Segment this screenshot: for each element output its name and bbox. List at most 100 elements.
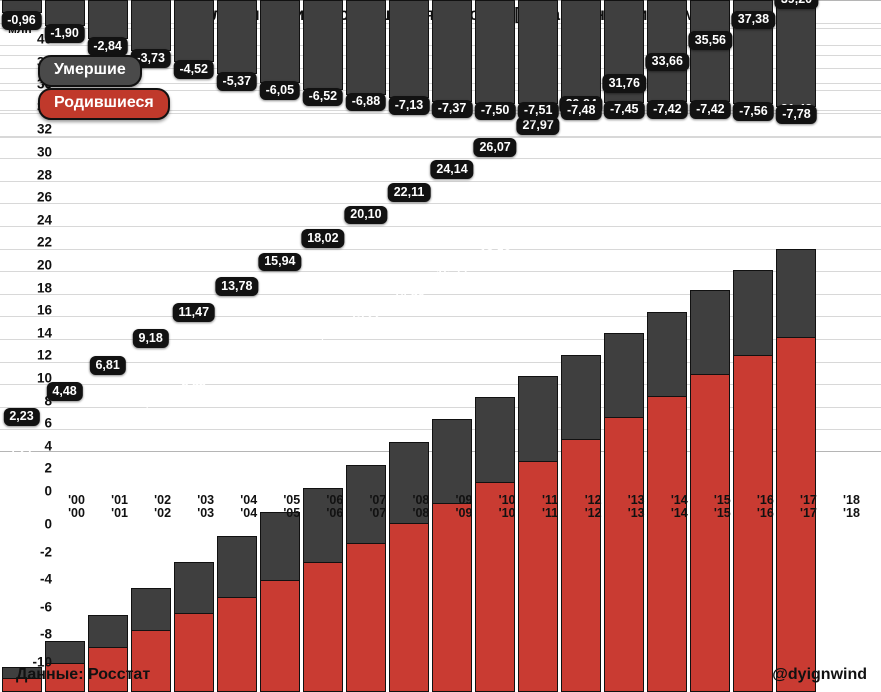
bar-group-decline[interactable]	[518, 0, 559, 692]
bar-natural-decline[interactable]	[259, 0, 300, 84]
bar-value-label-deaths: 39,20	[774, 0, 819, 9]
bar-group[interactable]	[561, 0, 602, 692]
bar-natural-decline[interactable]	[388, 0, 430, 99]
bar-group[interactable]	[776, 0, 817, 692]
bar-value-label-deaths: 20,10	[344, 205, 388, 225]
bar-group[interactable]	[690, 0, 731, 692]
plot-area-natural-decline: -0,96 -1,90 -2,84 -3,73 -4,52 -5,37 -6,05 -6,52…	[0, 0, 881, 590]
bar-group-decline[interactable]	[561, 0, 602, 692]
bar-natural-decline[interactable]	[776, 0, 817, 108]
bar-group[interactable]	[604, 0, 645, 692]
bar-group[interactable]	[302, 0, 343, 692]
bar-value-label-births: 13,22	[350, 307, 382, 322]
bar-value-label-decline: -7,56	[733, 102, 774, 121]
gridline	[0, 226, 881, 227]
bar-natural-decline[interactable]	[345, 0, 386, 95]
bar-group[interactable]	[259, 0, 300, 692]
bar-natural-decline[interactable]	[432, 0, 473, 102]
bar-natural-decline[interactable]	[647, 0, 688, 103]
bar-births[interactable]	[561, 439, 602, 692]
bar-births[interactable]	[87, 647, 128, 692]
x-axis-tick-label: '08	[412, 493, 430, 507]
bar-value-label-births: 28,13	[694, 139, 726, 154]
bar-group[interactable]	[44, 0, 85, 692]
bar-births[interactable]	[604, 417, 645, 692]
gridline	[0, 158, 881, 160]
bar-value-label-deaths: 26,07	[473, 138, 517, 157]
bar-group-decline[interactable]	[1, 0, 42, 692]
bar-group[interactable]	[1, 0, 42, 692]
bar-births[interactable]	[776, 336, 817, 692]
bar-natural-decline[interactable]	[87, 0, 128, 40]
bar-births[interactable]	[690, 374, 731, 692]
bar-value-label-births: 8,41	[224, 361, 249, 376]
bar-group[interactable]	[216, 0, 257, 692]
bar-group-decline[interactable]	[345, 0, 386, 692]
x-axis-tick-label: '14	[670, 493, 688, 507]
bar-natural-decline[interactable]	[173, 0, 214, 63]
bar-natural-decline[interactable]	[130, 0, 171, 52]
bar-group-decline[interactable]	[647, 0, 688, 692]
bar-births[interactable]	[388, 522, 430, 692]
bar-births[interactable]	[130, 630, 171, 692]
bar-births[interactable]	[259, 580, 300, 692]
bar-births[interactable]	[302, 562, 343, 692]
footer: Данные: Росстат @dyignwind	[0, 664, 881, 692]
bar-group[interactable]	[475, 0, 516, 692]
gridline	[0, 361, 881, 363]
bar-group[interactable]	[388, 0, 430, 692]
bar-value-label-decline: -6,88	[345, 92, 387, 112]
bar-natural-decline[interactable]	[302, 0, 343, 90]
y-axis-tick-label: 32	[36, 121, 52, 137]
bar-group-decline[interactable]	[475, 0, 516, 692]
bar-natural-decline[interactable]	[561, 0, 602, 104]
bar-births[interactable]	[733, 355, 774, 692]
y-axis-tick-label: 18	[36, 280, 52, 296]
y-axis-tick-label: 4	[44, 438, 52, 454]
bar-births[interactable]	[216, 596, 257, 692]
bar-group-decline[interactable]	[44, 0, 85, 692]
bar-group-decline[interactable]	[130, 0, 171, 692]
y-axis-tick-label: 28	[36, 167, 52, 183]
bar-group[interactable]	[647, 0, 688, 692]
bar-natural-decline[interactable]	[518, 0, 559, 104]
x-axis-tick-label: '15	[713, 493, 731, 507]
bar-births[interactable]	[1, 677, 42, 692]
bar-births[interactable]	[647, 395, 688, 692]
gridline	[0, 248, 881, 250]
bar-group-decline[interactable]	[432, 0, 473, 692]
bar-group-decline[interactable]	[173, 0, 214, 692]
bar-natural-decline[interactable]	[475, 0, 516, 104]
bar-births[interactable]	[345, 542, 386, 692]
x-axis-tick-label: '12	[584, 493, 602, 507]
bar-group-decline[interactable]	[259, 0, 300, 692]
bar-value-label-deaths: 35,56	[688, 31, 732, 50]
bar-value-label-births: 6,96	[181, 378, 206, 393]
bar-group[interactable]	[87, 0, 128, 692]
x-axis-tick-label: '00	[68, 493, 85, 507]
y-axis-tick-label: 16	[36, 302, 52, 318]
gridline	[0, 203, 881, 205]
bar-births[interactable]	[518, 460, 559, 692]
y-axis-tick-label: 10	[36, 370, 52, 386]
bar-group-decline[interactable]	[388, 0, 430, 692]
bar-group-decline[interactable]	[776, 0, 817, 692]
bar-natural-decline[interactable]	[44, 0, 85, 27]
bar-group[interactable]	[130, 0, 171, 692]
y-axis-tick-label: 0	[44, 483, 52, 499]
bar-natural-decline[interactable]	[216, 0, 257, 75]
x-axis-tick-label: '04	[240, 493, 258, 507]
bar-births[interactable]	[173, 613, 214, 692]
bar-group[interactable]	[518, 0, 559, 692]
bar-natural-decline[interactable]	[690, 0, 731, 103]
x-axis-tick-label: '17	[799, 506, 817, 520]
bar-group[interactable]	[733, 0, 774, 692]
bar-group[interactable]	[345, 0, 386, 692]
bar-births[interactable]	[44, 662, 85, 692]
x-axis-tick-label: '16	[756, 506, 774, 520]
x-axis-tick-label: '01	[111, 506, 129, 520]
bar-group-decline[interactable]	[216, 0, 257, 692]
bar-group[interactable]	[173, 0, 214, 692]
bar-value-label-births: 22,36	[565, 204, 597, 219]
bar-group-decline[interactable]	[87, 0, 128, 692]
